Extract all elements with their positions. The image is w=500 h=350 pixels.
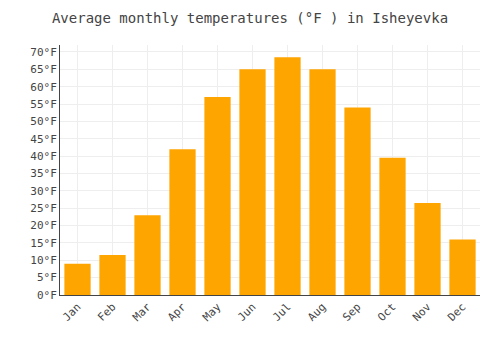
svg-text:55°F: 55°F	[30, 98, 57, 111]
svg-text:Dec: Dec	[445, 301, 468, 324]
svg-text:Mar: Mar	[130, 300, 154, 324]
svg-text:Jul: Jul	[270, 301, 293, 324]
svg-text:65°F: 65°F	[30, 63, 57, 76]
svg-text:Nov: Nov	[410, 300, 434, 324]
svg-text:Jan: Jan	[60, 301, 83, 324]
svg-text:50°F: 50°F	[30, 115, 57, 128]
svg-text:35°F: 35°F	[30, 167, 57, 180]
svg-text:15°F: 15°F	[30, 237, 57, 250]
svg-text:Jun: Jun	[235, 301, 258, 324]
svg-text:5°F: 5°F	[37, 271, 57, 284]
svg-text:10°F: 10°F	[30, 254, 57, 267]
svg-text:May: May	[200, 300, 224, 324]
svg-text:70°F: 70°F	[30, 46, 57, 59]
svg-text:Oct: Oct	[375, 301, 398, 324]
svg-text:60°F: 60°F	[30, 81, 57, 94]
svg-text:Average monthly temperatures (: Average monthly temperatures (°F ) in Is…	[52, 10, 448, 26]
svg-text:40°F: 40°F	[30, 150, 57, 163]
svg-text:45°F: 45°F	[30, 133, 57, 146]
svg-text:Aug: Aug	[305, 301, 328, 324]
svg-text:25°F: 25°F	[30, 202, 57, 215]
svg-text:0°F: 0°F	[37, 289, 57, 302]
svg-text:Sep: Sep	[340, 301, 363, 324]
svg-text:30°F: 30°F	[30, 185, 57, 198]
svg-text:Apr: Apr	[165, 300, 189, 324]
svg-text:Feb: Feb	[95, 301, 118, 324]
svg-text:20°F: 20°F	[30, 219, 57, 232]
